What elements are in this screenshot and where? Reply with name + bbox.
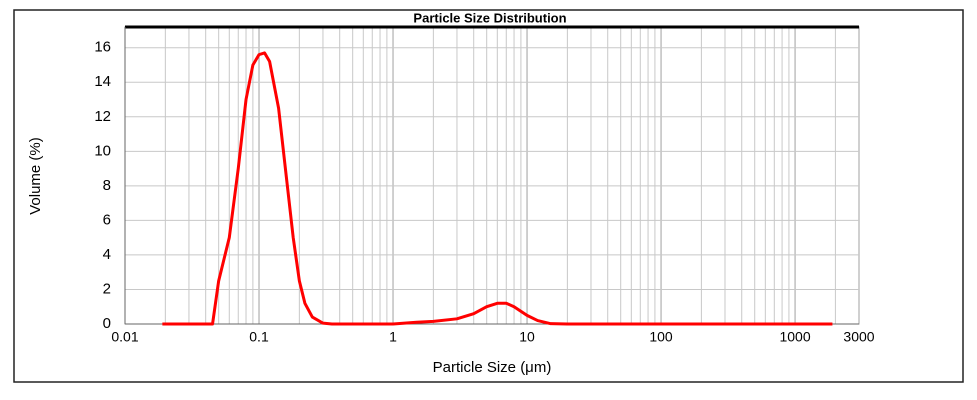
y-axis-label: Volume (%) xyxy=(27,137,44,215)
chart-title: Particle Size Distribution xyxy=(413,10,566,25)
y-tick-label: 16 xyxy=(94,39,111,56)
frame xyxy=(13,9,964,383)
x-axis-label: Particle Size (μm) xyxy=(433,359,552,376)
x-tick-label: 1000 xyxy=(779,329,810,345)
y-tick-label: 0 xyxy=(103,315,111,332)
y-tick-label: 2 xyxy=(103,280,111,297)
x-tick-label: 0.01 xyxy=(111,329,138,345)
x-tick-label: 1 xyxy=(389,329,397,345)
x-tick-label: 10 xyxy=(519,329,535,345)
plot-area xyxy=(124,26,860,325)
y-tick-label: 4 xyxy=(103,246,111,263)
x-tick-label: 0.1 xyxy=(249,329,269,345)
y-tick-label: 14 xyxy=(94,73,111,90)
y-tick-label: 10 xyxy=(94,142,111,159)
y-tick-label: 6 xyxy=(103,211,111,228)
y-tick-label: 12 xyxy=(94,108,111,125)
data-line xyxy=(162,51,833,326)
x-tick-label: 3000 xyxy=(843,329,874,345)
x-tick-label: 100 xyxy=(649,329,673,345)
y-tick-label: 8 xyxy=(103,177,111,194)
